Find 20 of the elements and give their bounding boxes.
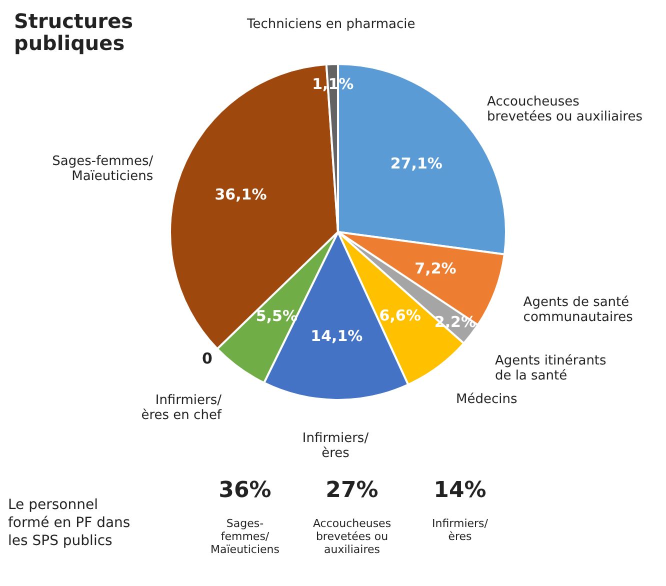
text: 36% Sages- femmes/ Maïeuticiens: [210, 478, 280, 556]
text: 27% Accoucheuses brevetées ou auxiliaires: [312, 478, 392, 556]
data-label: 6,6%: [379, 306, 421, 325]
slice-label: Infirmiers/ ères en chef: [141, 393, 222, 424]
text: Le personnel formé en PF dans les SPS publics: [8, 497, 130, 549]
slice-label: Médecins: [456, 392, 518, 408]
data-label: 14,1%: [310, 327, 363, 346]
slice-label: Accoucheuses brevetées ou auxiliaires: [487, 94, 643, 125]
slice-label: Agents itinérants de la santé: [494, 354, 607, 384]
chart-title: Structures publiques: [14, 9, 134, 55]
slice-label: Infirmiers/ ères: [302, 430, 370, 461]
slice-label: Agents de santé communautaires: [523, 294, 634, 325]
text: 0: [202, 350, 212, 368]
data-label: 36,1%: [214, 186, 267, 204]
data-label: 7,2%: [414, 260, 456, 278]
text: 14% Infirmiers/ ères: [432, 478, 488, 543]
slice-label: Sages-femmes/ Maïeuticiens: [52, 154, 154, 184]
slice-label: Techniciens en pharmacie: [246, 17, 416, 32]
data-label: 5,5%: [256, 307, 298, 326]
data-label: 27,1%: [390, 154, 442, 172]
